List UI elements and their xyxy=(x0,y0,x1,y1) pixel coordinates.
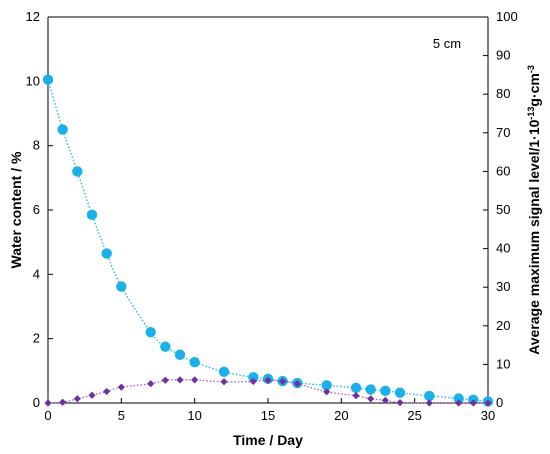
series-1-point xyxy=(57,124,68,135)
y-right-tick-label: 30 xyxy=(496,279,510,294)
series-1-point xyxy=(424,390,435,402)
series-2-point xyxy=(191,376,199,384)
y-left-tick-label: 4 xyxy=(33,266,40,281)
series-1-point xyxy=(86,209,98,221)
y-right-title-unit: g·cm xyxy=(526,73,542,106)
y-right-title-exponent: -13 xyxy=(526,107,536,120)
x-axis-title: Time / Day xyxy=(233,432,303,448)
series-1-point xyxy=(350,382,362,394)
series-2-point xyxy=(103,387,111,396)
series-1-point xyxy=(42,74,54,85)
series-2-point xyxy=(147,380,155,388)
y-left-tick-label: 12 xyxy=(26,9,40,24)
series-2-point xyxy=(425,399,433,407)
series-2-point xyxy=(220,378,228,386)
series-2-point xyxy=(176,376,184,384)
y-right-tick-label: 10 xyxy=(496,356,510,371)
series-1-point xyxy=(101,248,112,259)
series-1-point xyxy=(248,372,259,383)
series-2-point xyxy=(59,398,67,406)
series-2-point xyxy=(352,392,360,400)
series-1-point xyxy=(72,166,83,177)
depth-annotation: 5 cm xyxy=(433,36,461,51)
series-2-point xyxy=(396,399,404,407)
series-1-point xyxy=(380,385,391,396)
series-2-point xyxy=(381,396,389,404)
y-right-tick-label: 60 xyxy=(496,163,510,178)
y-right-tick-label: 0 xyxy=(496,395,503,410)
series-2-point xyxy=(117,383,125,391)
y-right-title-base: Average maximum signal level/1·10 xyxy=(526,119,542,354)
series-1-point xyxy=(394,387,406,398)
series-1-point xyxy=(160,341,171,352)
series-1-point xyxy=(145,327,156,338)
series-2-point xyxy=(249,377,257,385)
series-2-point xyxy=(44,399,52,407)
x-tick-label: 30 xyxy=(481,408,495,423)
y-right-tick-label: 20 xyxy=(496,318,510,333)
series-1-point xyxy=(218,366,230,377)
series-1-trendline xyxy=(47,79,489,403)
x-tick-label: 10 xyxy=(187,408,201,423)
y-left-axis-title: Water content / % xyxy=(8,151,24,268)
series-1-point xyxy=(116,281,127,292)
x-tick-label: 5 xyxy=(118,408,125,423)
series-2-point xyxy=(88,391,96,399)
x-tick-label: 0 xyxy=(44,408,51,423)
series-1-point xyxy=(321,380,332,391)
series-2-point xyxy=(455,399,463,407)
y-right-tick-label: 90 xyxy=(496,48,510,63)
x-tick-label: 25 xyxy=(407,408,421,423)
y-right-tick-label: 40 xyxy=(496,241,510,256)
series-1-point xyxy=(189,356,200,368)
y-right-tick-label: 70 xyxy=(496,125,510,140)
series-1-point xyxy=(365,384,376,395)
plot-area: 0 5 10 15 20 25 300246810120102030405060708090… xyxy=(8,9,542,448)
y-right-tick-label: 80 xyxy=(496,86,510,101)
y-left-tick-label: 0 xyxy=(33,395,40,410)
y-right-tick-label: 50 xyxy=(496,202,510,217)
series-2-point xyxy=(323,388,331,396)
series-2-point xyxy=(293,380,301,388)
series-2-point xyxy=(73,395,81,403)
series-2-point xyxy=(484,399,492,407)
x-tick-label: 15 xyxy=(261,408,275,423)
y-left-tick-label: 6 xyxy=(33,202,40,217)
y-left-tick-label: 2 xyxy=(33,331,40,346)
y-left-tick-label: 10 xyxy=(26,73,40,88)
series-2-point xyxy=(469,399,477,407)
y-left-tick-label: 8 xyxy=(33,138,40,153)
y-right-axis-title: Average maximum signal level/1·10-13g·cm… xyxy=(526,65,542,355)
series-2-point xyxy=(367,395,375,403)
y-right-title-unit-exponent: -3 xyxy=(526,65,536,73)
series-2-point xyxy=(264,376,272,384)
series-2-point xyxy=(161,376,169,384)
series-1-point xyxy=(174,349,186,360)
series-1-point xyxy=(453,393,464,404)
series-2-point xyxy=(279,377,287,385)
y-right-tick-label: 100 xyxy=(496,9,518,24)
x-tick-label: 20 xyxy=(334,408,348,423)
